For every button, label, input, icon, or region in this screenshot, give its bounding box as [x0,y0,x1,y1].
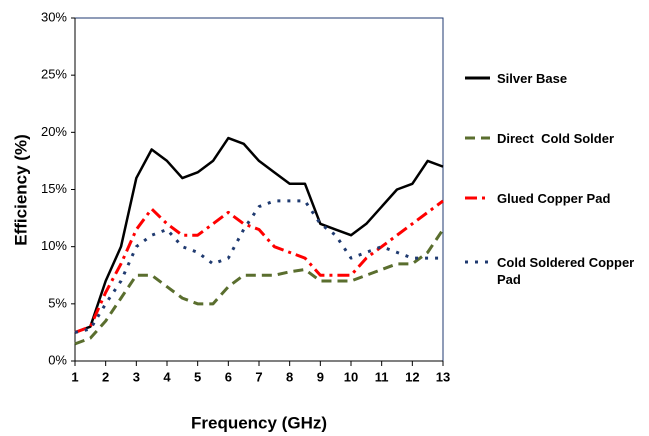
y-tick-label: 30% [41,9,67,24]
plot-frame [74,17,444,362]
x-tick-label: 1 [71,369,78,384]
y-tick-label: 20% [41,124,67,139]
y-tick-label: 0% [48,352,67,367]
x-tick-label: 13 [436,369,450,384]
y-tick-label: 5% [48,295,67,310]
x-tick-label: 10 [344,369,358,384]
x-axis-title: Frequency (GHz) [191,413,327,432]
legend-label: Silver Base [497,71,568,86]
series-line [74,199,444,334]
legend-label: Cold Soldered Copper Pad [497,255,638,287]
x-tick-label: 6 [225,369,232,384]
y-tick-label: 15% [41,181,67,196]
x-tick-label: 11 [375,369,389,384]
x-tick-label: 12 [405,369,419,384]
x-tick-label: 4 [163,369,171,384]
series-line [74,136,444,334]
x-tick-label: 2 [102,369,109,384]
legend-label: Direct Cold Solder [497,131,615,146]
x-tick-label: 8 [286,369,293,384]
series-line [74,199,443,334]
y-tick-label: 25% [41,67,67,82]
y-axis-title: Efficiency (%) [11,134,30,245]
legend-label: Glued Copper Pad [497,191,611,206]
x-tick-label: 5 [194,369,201,384]
y-tick-label: 10% [41,238,67,253]
x-tick-label: 7 [255,369,262,384]
x-tick-label: 3 [133,369,140,384]
x-tick-label: 9 [317,369,324,384]
